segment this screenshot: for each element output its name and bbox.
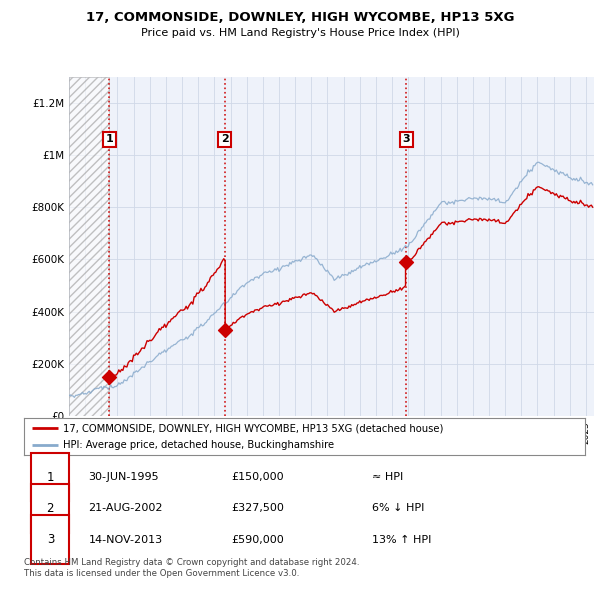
- Text: 14-NOV-2013: 14-NOV-2013: [89, 535, 163, 545]
- Text: 6% ↓ HPI: 6% ↓ HPI: [372, 503, 424, 513]
- FancyBboxPatch shape: [31, 515, 70, 564]
- Text: 2: 2: [47, 502, 54, 515]
- Text: £150,000: £150,000: [232, 472, 284, 482]
- Text: 1: 1: [106, 135, 113, 145]
- Text: 3: 3: [403, 135, 410, 145]
- Text: Contains HM Land Registry data © Crown copyright and database right 2024.
This d: Contains HM Land Registry data © Crown c…: [24, 558, 359, 578]
- Text: £590,000: £590,000: [232, 535, 284, 545]
- Point: [220, 326, 229, 335]
- Text: 3: 3: [47, 533, 54, 546]
- Text: 13% ↑ HPI: 13% ↑ HPI: [372, 535, 431, 545]
- FancyBboxPatch shape: [31, 484, 70, 533]
- Text: 2: 2: [221, 135, 229, 145]
- Text: Price paid vs. HM Land Registry's House Price Index (HPI): Price paid vs. HM Land Registry's House …: [140, 28, 460, 38]
- Text: 1: 1: [47, 470, 54, 484]
- Point: [104, 372, 114, 382]
- Text: ≈ HPI: ≈ HPI: [372, 472, 403, 482]
- Text: 21-AUG-2002: 21-AUG-2002: [89, 503, 163, 513]
- Text: HPI: Average price, detached house, Buckinghamshire: HPI: Average price, detached house, Buck…: [63, 441, 334, 450]
- FancyBboxPatch shape: [31, 453, 70, 502]
- Point: [401, 257, 411, 267]
- Text: 17, COMMONSIDE, DOWNLEY, HIGH WYCOMBE, HP13 5XG (detached house): 17, COMMONSIDE, DOWNLEY, HIGH WYCOMBE, H…: [63, 424, 443, 433]
- Text: 17, COMMONSIDE, DOWNLEY, HIGH WYCOMBE, HP13 5XG: 17, COMMONSIDE, DOWNLEY, HIGH WYCOMBE, H…: [86, 11, 514, 24]
- Text: £327,500: £327,500: [232, 503, 284, 513]
- Bar: [69, 77, 109, 416]
- Text: 30-JUN-1995: 30-JUN-1995: [89, 472, 159, 482]
